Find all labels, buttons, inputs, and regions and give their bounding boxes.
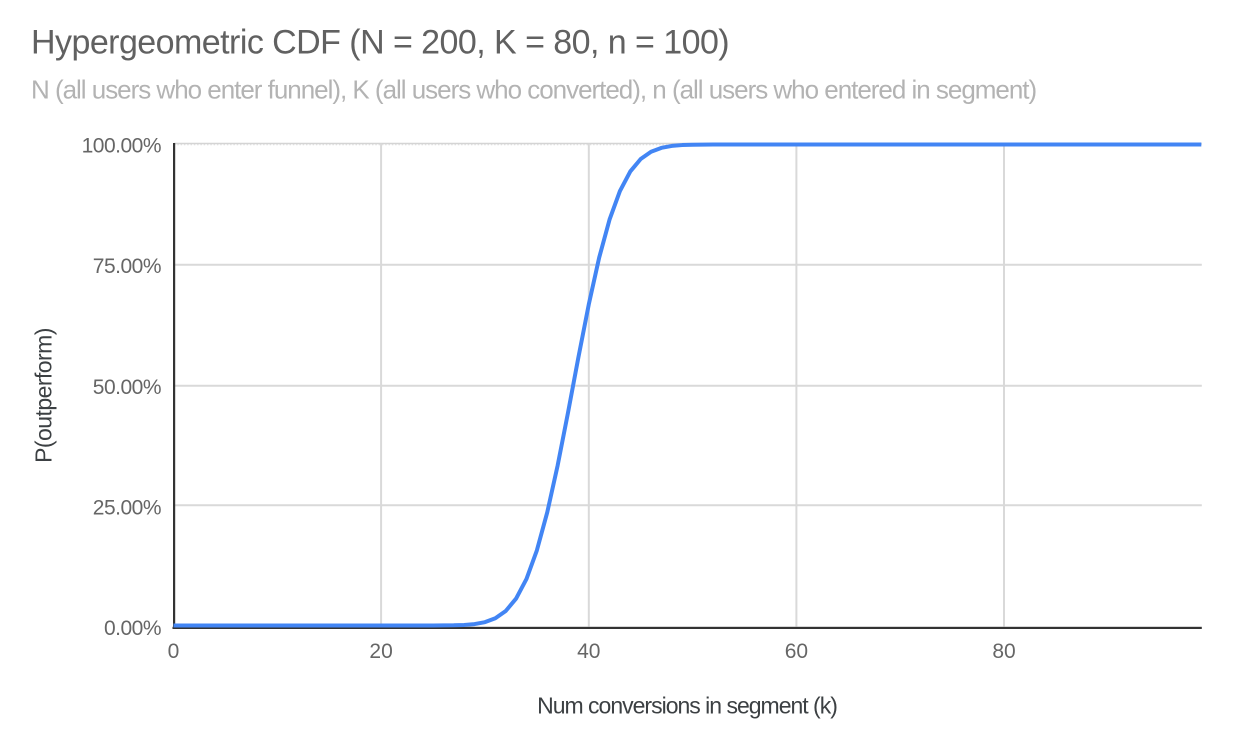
svg-text:60: 60 xyxy=(785,640,808,663)
svg-text:100.00%: 100.00% xyxy=(82,135,161,158)
svg-text:Num conversions in segment (k): Num conversions in segment (k) xyxy=(537,693,837,719)
svg-text:40: 40 xyxy=(577,640,600,663)
svg-text:P(outperform): P(outperform) xyxy=(31,328,57,463)
svg-text:N (all users who enter funnel): N (all users who enter funnel), K (all u… xyxy=(31,74,1036,104)
svg-text:25.00%: 25.00% xyxy=(93,496,161,519)
svg-text:20: 20 xyxy=(369,640,392,663)
svg-text:0: 0 xyxy=(168,640,180,663)
svg-text:0.00%: 0.00% xyxy=(104,617,161,640)
svg-text:75.00%: 75.00% xyxy=(93,255,161,278)
svg-text:Hypergeometric CDF (N = 200, K: Hypergeometric CDF (N = 200, K = 80, n =… xyxy=(31,24,729,62)
svg-text:50.00%: 50.00% xyxy=(93,376,161,399)
svg-text:80: 80 xyxy=(992,640,1015,663)
